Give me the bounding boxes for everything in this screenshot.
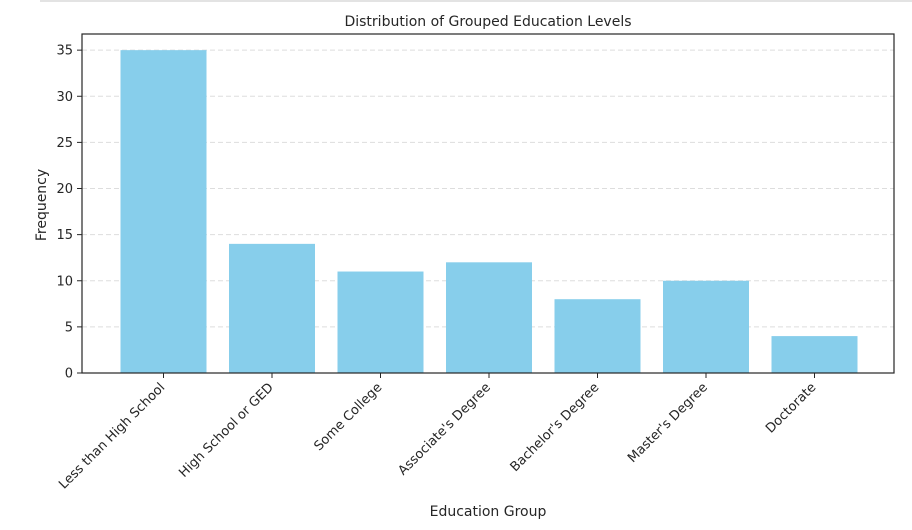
y-tick-label: 25: [56, 136, 73, 151]
y-tick-label: 15: [56, 228, 73, 243]
bar: [663, 280, 749, 373]
top-divider: [40, 0, 912, 2]
bars: [120, 50, 858, 374]
bar: [446, 262, 532, 373]
x-tick-label: Less than High School: [56, 380, 168, 492]
bar: [771, 336, 858, 373]
x-tick-label: Associate's Degree: [396, 380, 494, 478]
bar: [120, 50, 207, 374]
chart-title: Distribution of Grouped Education Levels: [344, 14, 631, 30]
bar: [554, 299, 641, 373]
y-axis-ticks: 0 5 10 15 20 25 30 35: [56, 44, 82, 382]
y-tick-label: 5: [65, 320, 73, 335]
plot-frame: [81, 33, 895, 374]
y-tick-label: 20: [56, 182, 73, 197]
grid-lines: [82, 49, 894, 328]
y-tick-label: 35: [56, 44, 73, 59]
bar: [337, 271, 424, 373]
x-axis-ticks: Less than High School High School or GED S…: [56, 373, 819, 492]
y-tick-label: 0: [65, 367, 73, 382]
bar: [229, 243, 315, 373]
x-tick-label: Some College: [311, 380, 385, 454]
y-tick-label: 30: [56, 90, 73, 105]
y-tick-label: 10: [56, 274, 73, 289]
x-tick-label: Bachelor's Degree: [508, 380, 603, 475]
y-axis-label: Frequency: [34, 169, 50, 241]
x-tick-label: Master's Degree: [625, 380, 711, 466]
x-tick-label: High School or GED: [176, 380, 276, 480]
x-tick-label: Doctorate: [763, 380, 819, 436]
x-axis-label: Education Group: [430, 504, 547, 520]
